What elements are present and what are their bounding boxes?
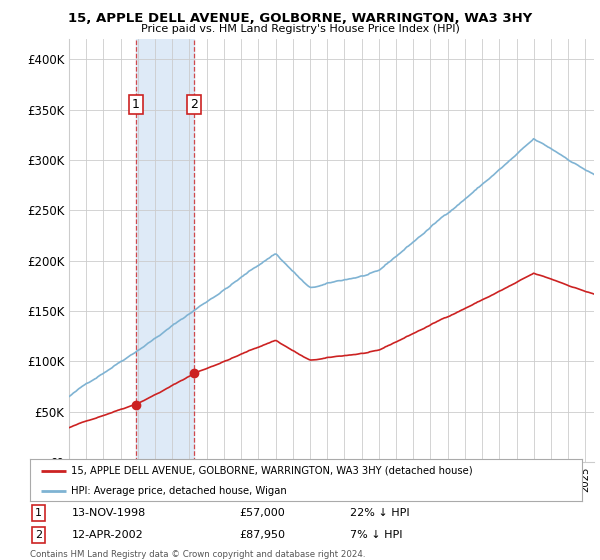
Text: Price paid vs. HM Land Registry's House Price Index (HPI): Price paid vs. HM Land Registry's House … — [140, 24, 460, 34]
Text: 1: 1 — [35, 508, 42, 518]
Text: £87,950: £87,950 — [240, 530, 286, 540]
Text: 22% ↓ HPI: 22% ↓ HPI — [350, 508, 410, 518]
Text: 1: 1 — [131, 98, 140, 111]
Text: 15, APPLE DELL AVENUE, GOLBORNE, WARRINGTON, WA3 3HY: 15, APPLE DELL AVENUE, GOLBORNE, WARRING… — [68, 12, 532, 25]
Text: £57,000: £57,000 — [240, 508, 286, 518]
Text: 13-NOV-1998: 13-NOV-1998 — [71, 508, 146, 518]
Bar — [136, 39, 194, 462]
Text: 15, APPLE DELL AVENUE, GOLBORNE, WARRINGTON, WA3 3HY (detached house): 15, APPLE DELL AVENUE, GOLBORNE, WARRING… — [71, 466, 473, 476]
Text: 2: 2 — [190, 98, 198, 111]
Text: 12-APR-2002: 12-APR-2002 — [71, 530, 143, 540]
Text: 7% ↓ HPI: 7% ↓ HPI — [350, 530, 403, 540]
Text: 2: 2 — [35, 530, 42, 540]
Text: Contains HM Land Registry data © Crown copyright and database right 2024.
This d: Contains HM Land Registry data © Crown c… — [30, 550, 365, 560]
Text: HPI: Average price, detached house, Wigan: HPI: Average price, detached house, Wiga… — [71, 486, 287, 496]
